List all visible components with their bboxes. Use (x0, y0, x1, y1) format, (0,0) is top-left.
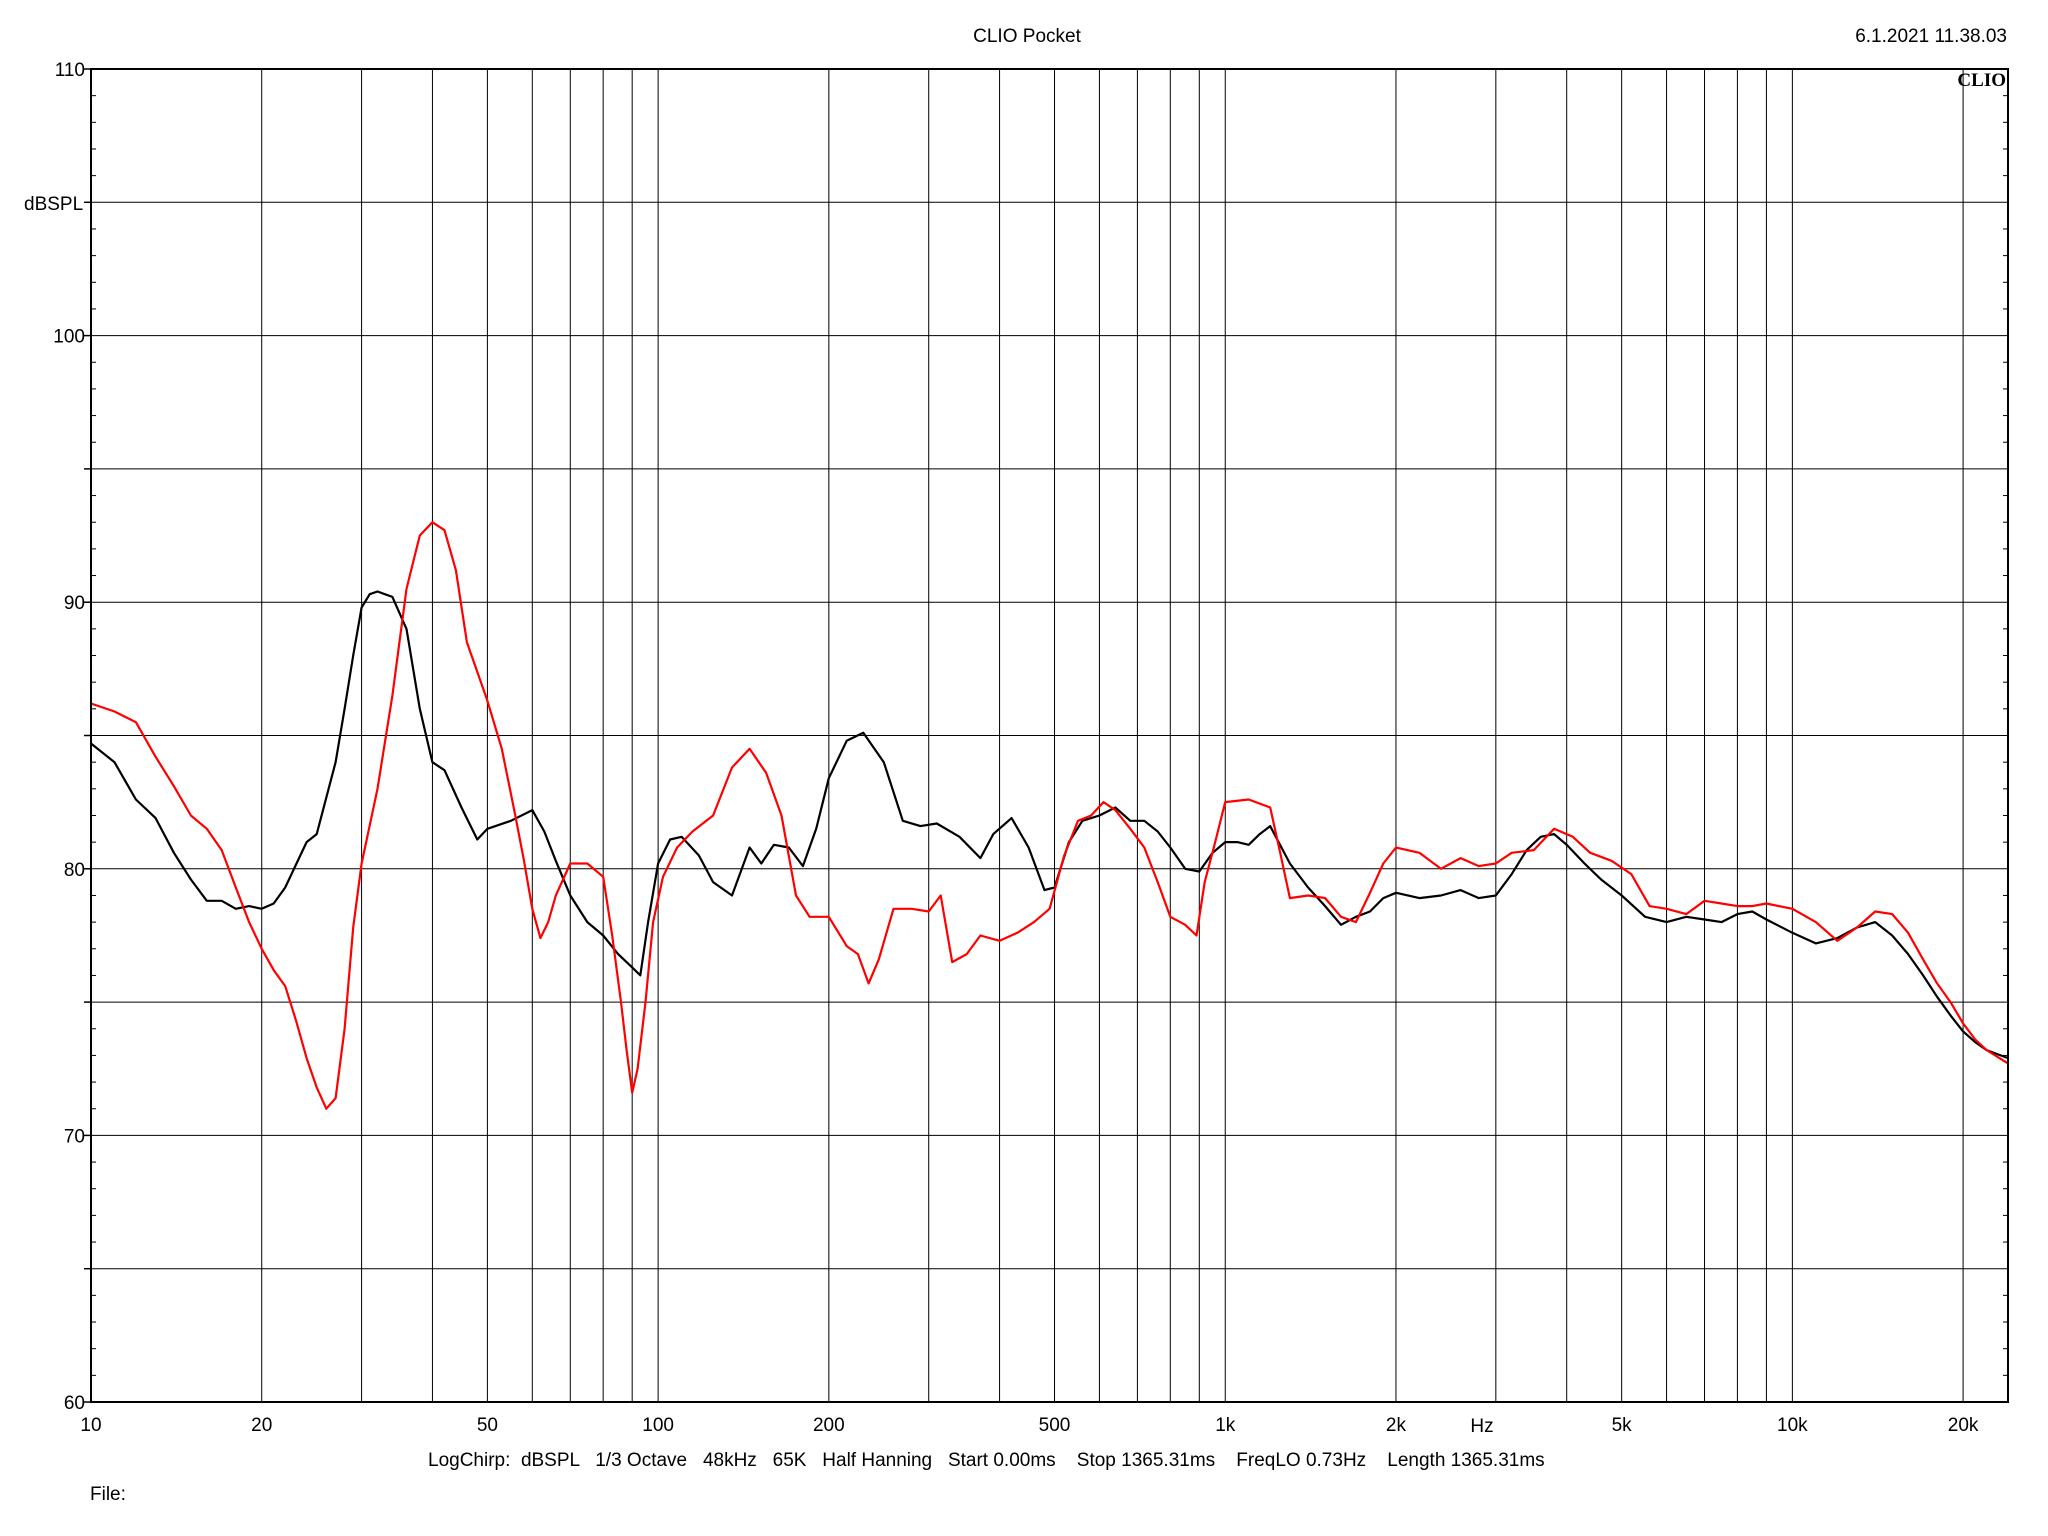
x-tick-label: 10k (1777, 1415, 1808, 1436)
x-tick-label: 20k (1948, 1415, 1979, 1436)
series-line-1 (89, 590, 2010, 1060)
series-line-2 (89, 521, 2010, 1110)
file-label: File: (90, 1484, 126, 1505)
clio-brand-mark: CLIO (1957, 70, 2006, 91)
series-layer (89, 521, 2010, 1110)
y-tick-label: 60 (64, 1393, 85, 1414)
x-tick-label: 100 (642, 1415, 674, 1436)
plot-frame (90, 68, 2009, 1403)
y-axis-labels: 110 100 90 80 70 60 (53, 60, 85, 1414)
x-tick-label: 200 (813, 1415, 845, 1436)
grid (91, 69, 2008, 1402)
x-tick-label: 2k (1386, 1415, 1407, 1436)
x-axis-unit-label: Hz (1470, 1416, 1493, 1437)
x-tick-label: 500 (1039, 1415, 1071, 1436)
y-tick-label: 90 (64, 593, 85, 614)
y-tick-label: 110 (55, 60, 85, 81)
y-tick-label: 70 (64, 1126, 85, 1147)
measurement-settings: LogChirp: dBSPL 1/3 Octave 48kHz 65K Hal… (428, 1450, 1545, 1471)
y-tick-label: 80 (64, 860, 85, 881)
x-tick-label: 20 (251, 1415, 272, 1436)
y-axis-unit-label: dBSPL (24, 194, 83, 215)
x-tick-label: 10 (80, 1415, 101, 1436)
x-tick-label: 5k (1612, 1415, 1633, 1436)
y-tick-label: 100 (53, 327, 85, 348)
chart-title: CLIO Pocket (973, 26, 1081, 47)
x-tick-label: 50 (477, 1415, 498, 1436)
x-axis-labels: 10 20 50 100 200 500 1k 2k 5k 10k 20k (80, 1415, 1978, 1436)
x-tick-label: 1k (1215, 1415, 1236, 1436)
timestamp: 6.1.2021 11.38.03 (1855, 26, 2007, 47)
